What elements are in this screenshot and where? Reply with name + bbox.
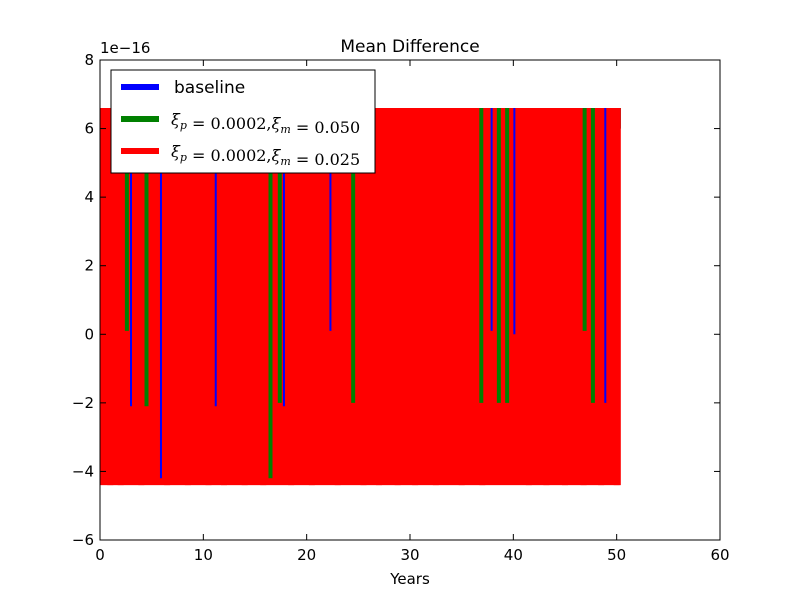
- x-tick-label: 20: [297, 546, 316, 564]
- x-tick-label: 0: [95, 546, 105, 564]
- y-tick-label: 8: [84, 51, 94, 69]
- x-tick-label: 50: [607, 546, 626, 564]
- y-tick-label: −6: [72, 531, 94, 549]
- axes: 0 10 20 30 40 50 60 −6 −4 −2 0 2 4 6 8: [72, 51, 730, 564]
- y-tick-label: 0: [84, 325, 94, 343]
- y-tick-label: −4: [72, 462, 94, 480]
- legend-label: ξp = 0.0002,ξm = 0.025: [171, 142, 360, 169]
- chart-title: Mean Difference: [340, 37, 479, 57]
- y-tick-label: −2: [72, 394, 94, 412]
- y-axis-multiplier: 1e−16: [100, 39, 150, 57]
- legend-label: ξp = 0.0002,ξm = 0.050: [171, 110, 360, 137]
- legend-label: baseline: [174, 78, 245, 98]
- x-tick-label: 10: [194, 546, 213, 564]
- y-tick-label: 2: [84, 257, 94, 275]
- y-tick-label: 4: [84, 188, 94, 206]
- x-tick-label: 30: [400, 546, 419, 564]
- x-axis-label: Years: [389, 570, 430, 588]
- x-tick-label: 40: [504, 546, 523, 564]
- x-tick-label: 60: [710, 546, 729, 564]
- y-tick-label: 6: [84, 120, 94, 138]
- legend: baseline ξp = 0.0002,ξm = 0.050 ξp = 0.000…: [110, 69, 376, 174]
